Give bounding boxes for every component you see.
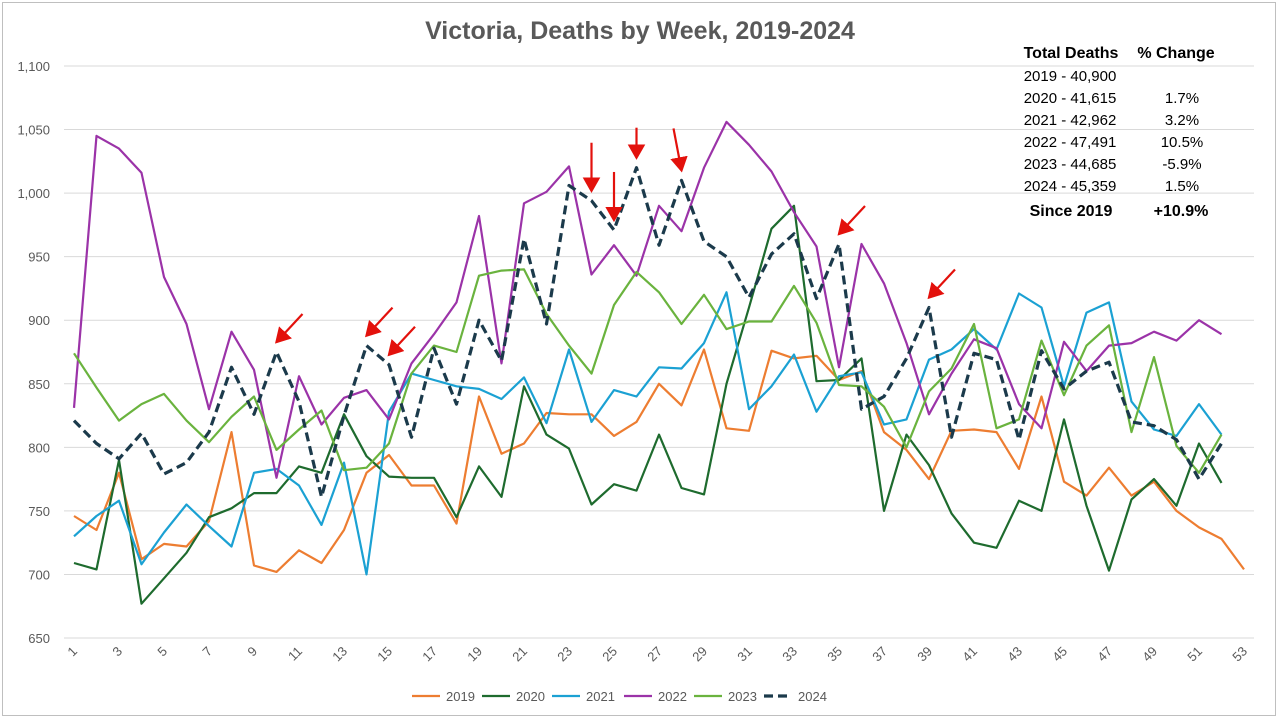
- y-tick-label: 850: [28, 377, 50, 392]
- series-line-2023: [73, 268, 1223, 474]
- x-tick-label: 15: [374, 644, 395, 665]
- series-line-2024: [72, 166, 1223, 499]
- table-row-2021-change: 3.2%: [1165, 112, 1199, 129]
- series-line-2020: [73, 204, 1223, 605]
- series-lines: [72, 120, 1245, 605]
- y-tick-label: 1,050: [17, 123, 50, 138]
- y-tick-label: 900: [28, 313, 50, 328]
- table-row-2023-total: 2023 - 44,685: [1024, 156, 1117, 173]
- x-tick-label: 27: [644, 644, 665, 665]
- legend-label-2019: 2019: [446, 689, 475, 704]
- table-row-2022-change: 10.5%: [1161, 134, 1204, 151]
- x-tick-label: 49: [1139, 644, 1160, 665]
- series-line-2019: [73, 348, 1245, 574]
- x-tick-label: 39: [914, 644, 935, 665]
- x-axis-ticks: 1 3 5 7 9 11 13 15 17 19 21 23 25 27 29 31 33 35 37 39 41 43 4…: [64, 644, 1250, 665]
- x-tick-label: 43: [1004, 644, 1025, 665]
- table-row-2020-total: 2020 - 41,615: [1024, 90, 1117, 107]
- table-total-change: +10.9%: [1154, 203, 1209, 220]
- x-tick-label: 47: [1094, 644, 1115, 665]
- table-row-2023-change: -5.9%: [1162, 156, 1201, 173]
- annotation-arrow: [837, 205, 866, 236]
- annotation-arrows: [275, 127, 956, 357]
- y-tick-label: 1,000: [17, 186, 50, 201]
- x-tick-label: 9: [244, 644, 260, 660]
- legend-label-2022: 2022: [658, 689, 687, 704]
- table-row-2019-total: 2019 - 40,900: [1024, 68, 1117, 85]
- x-tick-label: 23: [554, 644, 575, 665]
- x-tick-label: 5: [154, 644, 170, 660]
- legend-label-2020: 2020: [516, 689, 545, 704]
- y-tick-label: 750: [28, 504, 50, 519]
- legend-label-2021: 2021: [586, 689, 615, 704]
- y-axis-ticks: 650 700 750 800 850 900 950 1,000 1,050 1,100: [17, 59, 50, 646]
- x-tick-label: 21: [509, 644, 530, 665]
- table-header-total: Total Deaths: [1024, 45, 1119, 62]
- x-tick-label: 13: [329, 644, 350, 665]
- table-total-label: Since 2019: [1030, 203, 1113, 220]
- x-tick-label: 19: [464, 644, 485, 665]
- x-tick-label: 35: [824, 644, 845, 665]
- y-tick-label: 700: [28, 567, 50, 582]
- legend-label-2023: 2023: [728, 689, 757, 704]
- x-tick-label: 7: [199, 644, 215, 660]
- x-tick-label: 17: [419, 644, 440, 665]
- x-tick-label: 3: [109, 644, 125, 660]
- table-row-2024-total: 2024 - 45,359: [1024, 178, 1117, 195]
- x-tick-label: 25: [599, 644, 620, 665]
- x-tick-label: 51: [1184, 644, 1205, 665]
- x-tick-label: 1: [64, 644, 80, 660]
- annotation-arrow: [275, 313, 304, 344]
- x-tick-label: 31: [734, 644, 755, 665]
- x-tick-label: 45: [1049, 644, 1070, 665]
- annotation-arrow: [927, 268, 956, 300]
- x-tick-label: 53: [1229, 644, 1250, 665]
- chart-title: Victoria, Deaths by Week, 2019-2024: [425, 17, 855, 45]
- series-line-2021: [73, 291, 1223, 576]
- y-tick-label: 800: [28, 440, 50, 455]
- x-tick-label: 33: [779, 644, 800, 665]
- y-tick-label: 950: [28, 250, 50, 265]
- annotation-arrow: [670, 128, 688, 173]
- y-tick-label: 650: [28, 631, 50, 646]
- y-tick-label: 1,100: [17, 59, 50, 74]
- table-row-2020-change: 1.7%: [1165, 90, 1199, 107]
- legend-label-2024: 2024: [798, 689, 827, 704]
- annotation-arrow: [387, 325, 416, 357]
- x-tick-label: 41: [959, 644, 980, 665]
- table-row-2022-total: 2022 - 47,491: [1024, 134, 1117, 151]
- annotation-arrow: [365, 306, 394, 338]
- x-tick-label: 37: [869, 644, 890, 665]
- summary-table: Total Deaths % Change 2019 - 40,900 2020…: [1024, 45, 1215, 220]
- table-header-change: % Change: [1137, 45, 1214, 62]
- table-row-2021-total: 2021 - 42,962: [1024, 112, 1117, 129]
- x-tick-label: 29: [689, 644, 710, 665]
- table-row-2024-change: 1.5%: [1165, 178, 1199, 195]
- legend: 2019 2020 2021 2022 2023 2024: [412, 689, 827, 704]
- x-tick-label: 11: [285, 644, 305, 664]
